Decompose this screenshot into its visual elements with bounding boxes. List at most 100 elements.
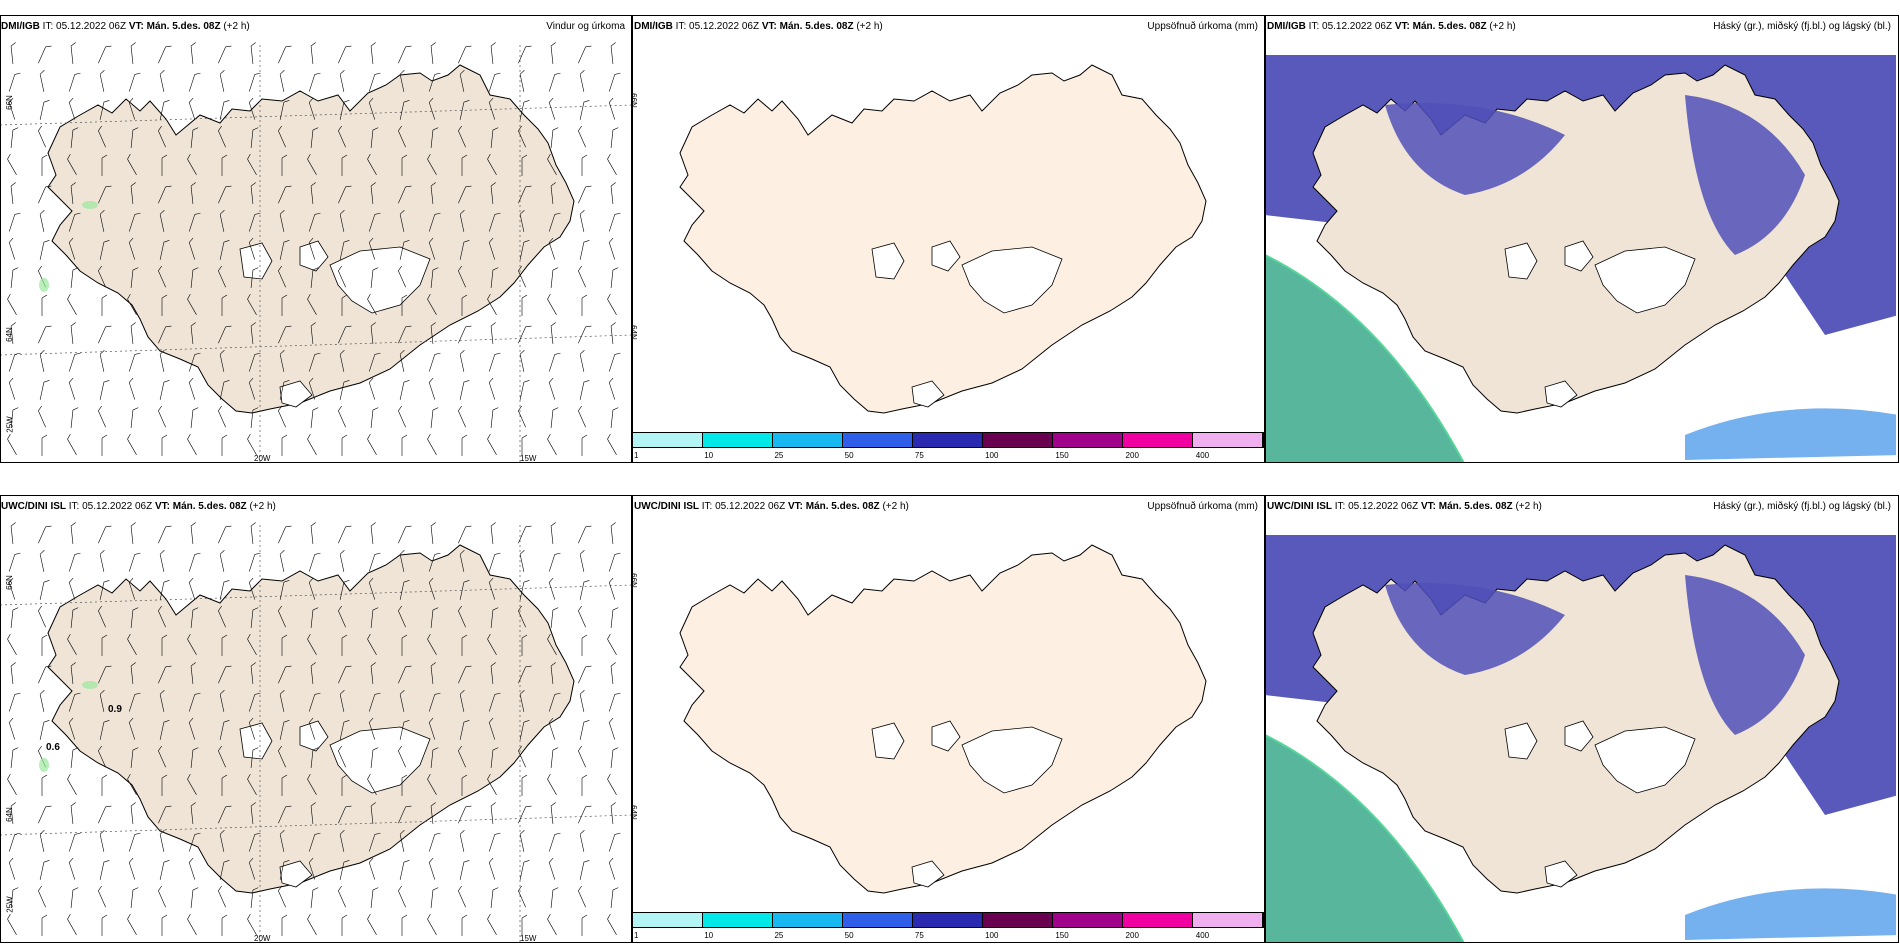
wind-barb: [338, 125, 346, 148]
wind-barb: [461, 294, 468, 316]
wind-barb: [488, 857, 496, 880]
wind-barb: [307, 153, 317, 175]
colorbar-tick: 25: [774, 931, 784, 940]
colorbar-tick: 150: [1055, 931, 1069, 940]
wind-barb: [550, 747, 559, 768]
wind-barb: [578, 405, 586, 428]
wind-barb: [430, 42, 436, 64]
wind-barb: [608, 577, 616, 600]
wind-barb: [399, 830, 405, 852]
lon-label: 15W: [520, 934, 537, 943]
wind-barb: [521, 774, 528, 796]
wind-barb: [310, 42, 316, 64]
wind-barb: [99, 100, 110, 120]
wind-barb: [370, 127, 379, 148]
wind-barb: [219, 830, 225, 852]
wind-barb: [250, 607, 259, 628]
lat-label: 66N: [4, 95, 14, 110]
wind-barb: [70, 522, 76, 544]
lat-label: 64N: [4, 327, 14, 342]
wind-barb: [310, 887, 319, 908]
wind-barb: [281, 774, 288, 796]
wind-barb: [218, 325, 232, 344]
wind-barb: [490, 407, 499, 428]
wind-barb: [39, 350, 45, 372]
wind-barb: [38, 525, 52, 544]
wind-barb: [218, 45, 232, 64]
wind-barb: [190, 887, 199, 908]
wind-barb: [518, 325, 532, 344]
wind-barb: [550, 522, 556, 544]
wind-barb: [127, 633, 137, 655]
wind-barb: [519, 70, 525, 92]
wind-barb: [159, 70, 165, 92]
wind-barb: [128, 72, 141, 92]
wind-barb: [158, 805, 172, 824]
wind-barb: [368, 212, 381, 232]
colorbar-swatch: [843, 433, 913, 447]
wind-barb: [68, 552, 81, 572]
wind-barb: [221, 294, 228, 316]
wind-barb: [578, 265, 586, 288]
wind-barb: [187, 433, 197, 455]
wind-barb: [188, 857, 196, 880]
wind-barb: [7, 433, 17, 455]
wind-barb: [219, 350, 225, 372]
wind-barb: [127, 773, 137, 795]
wind-barb: [490, 662, 496, 684]
wind-barb: [8, 377, 16, 400]
wind-barb: [578, 805, 592, 824]
wind-barb: [339, 830, 345, 852]
value-label: 0.9: [108, 704, 122, 715]
wind-barb: [190, 42, 196, 64]
wind-barb: [128, 552, 141, 572]
wind-barb: [99, 350, 105, 372]
wind-barb: [98, 185, 112, 204]
wind-barb: [610, 802, 616, 824]
wind-barb: [547, 153, 557, 175]
wind-barb: [579, 350, 585, 372]
colorbar-swatch: [843, 913, 913, 927]
wind-barb: [161, 294, 168, 316]
wind-barb: [398, 405, 406, 428]
wind-barb: [218, 885, 226, 908]
wind-barb: [487, 433, 497, 455]
wind-barb: [70, 267, 79, 288]
wind-barb: [281, 154, 288, 176]
wind-barb: [458, 745, 466, 768]
wind-barb: [188, 577, 196, 600]
wind-barb: [459, 580, 470, 600]
wind-barb: [401, 774, 408, 796]
wind-barb: [459, 690, 465, 712]
wind-barb: [98, 325, 112, 344]
wind-barb: [159, 380, 170, 400]
wind-barb: [101, 914, 108, 936]
wind-barb: [159, 350, 165, 372]
wind-barb: [187, 913, 197, 935]
wind-barb: [401, 914, 408, 936]
wind-barb: [579, 720, 590, 740]
wind-barb: [248, 72, 261, 92]
wind-barb: [488, 212, 501, 232]
wind-barb: [341, 914, 348, 936]
lat-label: 25W: [5, 896, 15, 913]
wind-barb: [130, 887, 139, 908]
wind-barb: [101, 294, 108, 316]
wind-barb: [39, 70, 45, 92]
wind-barb: [70, 42, 76, 64]
wind-barb: [610, 887, 619, 908]
wind-barb: [159, 580, 170, 600]
wind-barb: [339, 580, 350, 600]
colorbar-tick: 10: [704, 451, 714, 460]
wind-barb: [428, 552, 441, 572]
wind-barb: [519, 380, 530, 400]
wind-barb: [398, 745, 406, 768]
wind-barb: [430, 802, 436, 824]
wind-barb: [41, 634, 48, 656]
wind-barb: [399, 550, 405, 572]
wind-barb: [607, 633, 617, 655]
wind-barb: [68, 857, 76, 880]
wind-barb: [607, 153, 617, 175]
wind-barb: [158, 665, 172, 684]
wind-barb: [70, 127, 79, 148]
